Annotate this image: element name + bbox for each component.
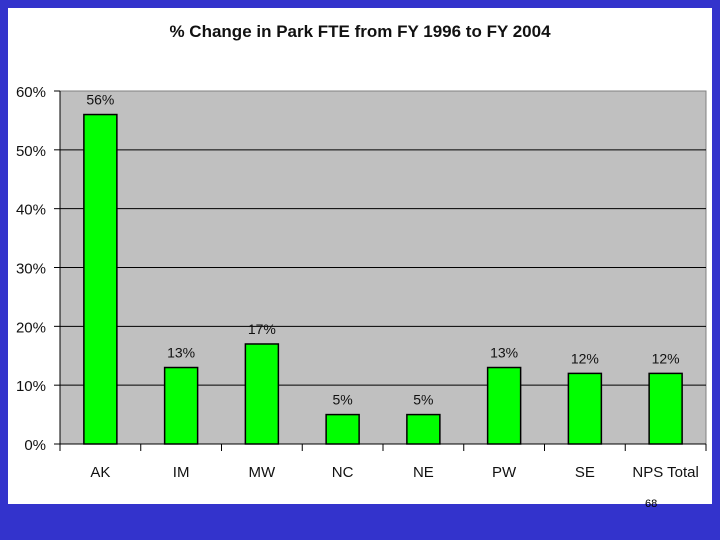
x-tick-label: IM <box>173 464 190 481</box>
x-tick-label: NE <box>413 464 434 481</box>
x-tick-label: NPS Total <box>632 464 698 481</box>
y-tick-label: 20% <box>16 319 46 336</box>
data-label: 56% <box>86 92 114 108</box>
x-tick-label: MW <box>249 464 276 481</box>
data-label: 5% <box>333 392 353 408</box>
bar-im <box>163 366 199 445</box>
data-label: 12% <box>571 350 599 366</box>
y-tick-label: 50% <box>16 143 46 160</box>
data-label: 13% <box>490 345 518 361</box>
x-tick-label: NC <box>332 464 354 481</box>
bar-mw <box>244 343 280 445</box>
bar-ne <box>406 413 441 445</box>
chart-title: % Change in Park FTE from FY 1996 to FY … <box>169 22 551 41</box>
data-label: 12% <box>652 350 680 366</box>
x-tick-label: AK <box>90 464 110 481</box>
bar-se <box>567 372 603 445</box>
bar-ak <box>83 113 118 445</box>
bar-nps-total <box>648 372 683 445</box>
x-tick-label: SE <box>575 464 595 481</box>
data-label: 13% <box>167 345 195 361</box>
y-tick-label: 40% <box>16 202 46 219</box>
bar-nc <box>325 413 360 445</box>
y-tick-label: 10% <box>16 378 46 395</box>
data-label: 17% <box>248 321 276 337</box>
data-label: 5% <box>413 392 433 408</box>
y-tick-label: 30% <box>16 261 46 278</box>
page-number: 68 <box>645 498 658 510</box>
bar-pw <box>486 366 522 445</box>
x-tick-label: PW <box>492 464 517 481</box>
y-tick-label: 60% <box>16 84 46 101</box>
y-tick-label: 0% <box>24 437 46 454</box>
